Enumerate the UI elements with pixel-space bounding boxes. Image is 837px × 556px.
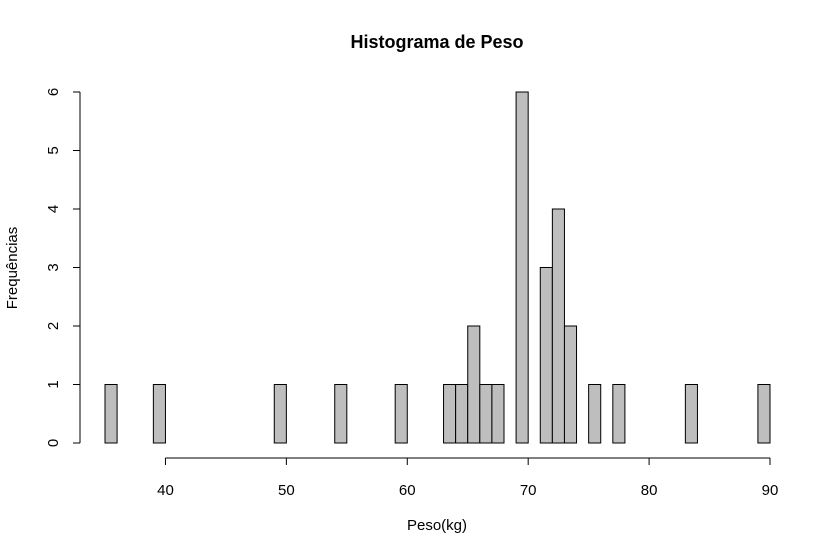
histogram-bar <box>563 325 578 444</box>
histogram-bar <box>515 91 529 444</box>
x-tick-label: 80 <box>641 482 658 499</box>
y-tick-label: 2 <box>45 322 62 330</box>
histogram-bar <box>443 384 457 444</box>
histogram-bar <box>455 384 469 444</box>
y-tick-label: 4 <box>45 205 62 213</box>
histogram-bar <box>588 384 602 444</box>
chart-title: Histograma de Peso <box>350 32 523 52</box>
x-tick-label: 60 <box>399 482 416 499</box>
x-axis-label: Peso(kg) <box>407 517 467 534</box>
bars-group <box>104 91 771 444</box>
x-tick-label: 50 <box>278 482 295 499</box>
x-tick-label: 90 <box>762 482 779 499</box>
y-axis: 0 1 2 3 4 5 6 <box>45 88 81 447</box>
histogram-bar <box>273 384 287 444</box>
histogram-bar <box>479 384 493 444</box>
y-tick-label: 0 <box>45 439 62 447</box>
y-tick-label: 6 <box>45 88 62 96</box>
histogram-bar <box>334 384 348 444</box>
x-axis: 40 50 60 70 80 90 <box>157 457 779 499</box>
histogram-bar <box>467 325 481 444</box>
x-tick-label: 40 <box>157 482 174 499</box>
histogram-bar <box>551 208 565 444</box>
y-tick-label: 1 <box>45 380 62 388</box>
histogram-bar <box>684 384 698 444</box>
histogram-bar <box>104 384 118 444</box>
y-axis-label: Frequências <box>4 227 21 310</box>
y-tick-label: 3 <box>45 263 62 271</box>
histogram-bar <box>152 384 166 444</box>
histogram-bar <box>539 267 553 444</box>
y-tick-label: 5 <box>45 146 62 154</box>
histogram-bar <box>394 384 408 444</box>
histogram-bar <box>491 384 505 444</box>
x-tick-label: 70 <box>520 482 537 499</box>
histogram-bar <box>612 384 626 444</box>
histogram-bar <box>757 384 771 444</box>
